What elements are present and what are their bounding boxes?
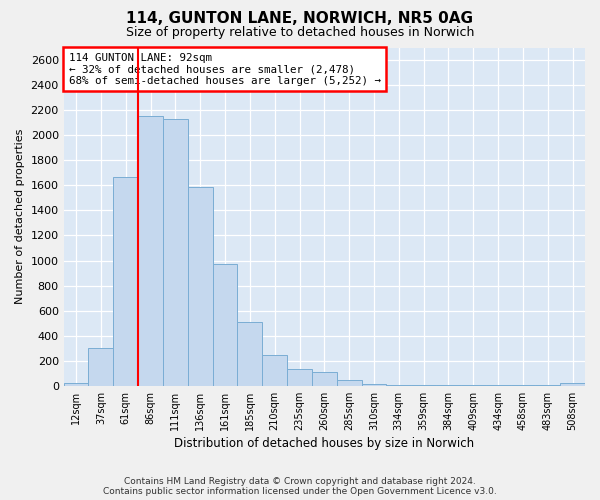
Bar bbox=[64, 384, 88, 386]
Bar bbox=[88, 348, 113, 386]
Bar bbox=[113, 176, 138, 386]
Bar bbox=[337, 380, 362, 386]
Bar bbox=[436, 385, 461, 386]
Bar bbox=[287, 369, 312, 386]
Bar bbox=[188, 186, 212, 386]
Bar bbox=[262, 355, 287, 386]
Bar bbox=[238, 322, 262, 386]
Text: 114, GUNTON LANE, NORWICH, NR5 0AG: 114, GUNTON LANE, NORWICH, NR5 0AG bbox=[127, 11, 473, 26]
Bar bbox=[212, 264, 238, 386]
Bar bbox=[535, 385, 560, 386]
Bar bbox=[511, 385, 535, 386]
Bar bbox=[560, 384, 585, 386]
Bar bbox=[163, 119, 188, 386]
Bar bbox=[312, 372, 337, 386]
Text: 114 GUNTON LANE: 92sqm
← 32% of detached houses are smaller (2,478)
68% of semi-: 114 GUNTON LANE: 92sqm ← 32% of detached… bbox=[69, 52, 381, 86]
Text: Contains HM Land Registry data © Crown copyright and database right 2024.
Contai: Contains HM Land Registry data © Crown c… bbox=[103, 476, 497, 496]
X-axis label: Distribution of detached houses by size in Norwich: Distribution of detached houses by size … bbox=[174, 437, 475, 450]
Bar bbox=[411, 385, 436, 386]
Text: Size of property relative to detached houses in Norwich: Size of property relative to detached ho… bbox=[126, 26, 474, 39]
Bar bbox=[485, 385, 511, 386]
Bar bbox=[138, 116, 163, 386]
Y-axis label: Number of detached properties: Number of detached properties bbox=[15, 129, 25, 304]
Bar bbox=[386, 385, 411, 386]
Bar bbox=[461, 385, 485, 386]
Bar bbox=[362, 384, 386, 386]
